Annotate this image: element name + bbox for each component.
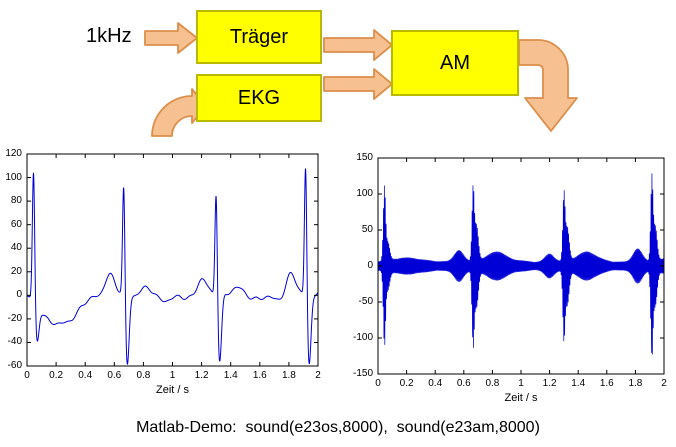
y-tick-label: 40	[10, 242, 22, 254]
x-tick-label: 1.2	[542, 378, 557, 389]
arrow-curved-into-ekg-icon	[151, 88, 207, 137]
y-tick-label: 100	[356, 188, 373, 199]
x-tick-label: 2	[661, 378, 667, 389]
block-am: AM	[391, 30, 519, 96]
x-tick-label: 0.8	[485, 378, 500, 389]
arrow-ekg-to-am-icon	[323, 68, 393, 100]
y-tick-label: 120	[5, 148, 22, 159]
x-tick-label: 0.6	[107, 370, 122, 381]
x-axis-label: Zeit / s	[504, 392, 538, 404]
x-tick-label: 1.4	[223, 370, 238, 381]
matlab-demo-caption: Matlab-Demo: sound(e23os,8000), sound(e2…	[136, 419, 540, 436]
y-tick-label: 50	[361, 224, 373, 235]
x-tick-label: 1.6	[599, 378, 614, 389]
y-tick-label: 100	[5, 171, 22, 183]
input-frequency-label: 1kHz	[86, 25, 132, 47]
block-traeger-label: Träger	[229, 25, 289, 48]
x-tick-label: 1	[169, 370, 176, 381]
y-tick-label: -40	[7, 336, 22, 348]
y-tick-label: 80	[10, 195, 22, 207]
x-tick-label: 1.6	[252, 370, 267, 381]
x-tick-label: 0.2	[49, 370, 64, 381]
block-ekg-label: EKG	[237, 86, 281, 109]
y-tick-label: -100	[352, 332, 373, 343]
arrow-am-output-down-icon	[518, 39, 578, 132]
block-traeger: Träger	[196, 10, 322, 64]
x-tick-label: 0	[24, 370, 30, 381]
y-tick-label: -20	[7, 312, 22, 324]
x-tick-label: 1.8	[281, 370, 296, 381]
ekg-signal-plot-canvas	[2, 146, 326, 404]
x-tick-label: 0.6	[456, 378, 471, 389]
y-tick-label: -150	[352, 368, 373, 379]
x-tick-label: 1	[518, 378, 524, 389]
y-tick-label: 60	[10, 218, 22, 230]
arrows-layer	[144, 22, 578, 137]
x-tick-label: 1.8	[628, 378, 643, 389]
x-tick-label: 0.4	[428, 378, 443, 389]
y-tick-label: 0	[367, 260, 373, 271]
y-tick-label: -50	[358, 296, 373, 307]
block-ekg: EKG	[196, 74, 322, 122]
arrow-1khz-to-traeger-icon	[144, 22, 198, 54]
y-tick-label: 150	[356, 152, 373, 163]
x-tick-label: 0	[375, 378, 381, 389]
x-tick-label: 1.4	[571, 378, 586, 389]
block-am-label: AM	[440, 51, 470, 74]
am-chart: -150 -100 -50 0 50 100 150 0 0.2 0.4 0.6 0.8 1 1.2 1.4…	[348, 150, 672, 412]
x-tick-label: 1.2	[194, 370, 209, 381]
x-axis-label: Zeit / s	[155, 384, 189, 396]
block-diagram: 1kHz Träger EKG AM	[0, 0, 676, 145]
x-tick-label: 0.4	[78, 370, 93, 381]
x-tick-label: 0.8	[136, 370, 151, 381]
y-tick-label: 20	[10, 265, 22, 277]
ekg-chart: -60 -40 -20 0 20 40 60 80 100 120 0 0.2 0.4 0.6 0.8 1 1.…	[2, 146, 326, 404]
x-tick-label: 0.2	[399, 378, 414, 389]
arrow-traeger-to-am-icon	[323, 29, 393, 61]
y-tick-label: 0	[16, 289, 22, 301]
y-tick-label: -60	[7, 360, 22, 371]
am-signal-plot-canvas	[348, 150, 672, 412]
x-tick-label: 2	[315, 370, 321, 381]
